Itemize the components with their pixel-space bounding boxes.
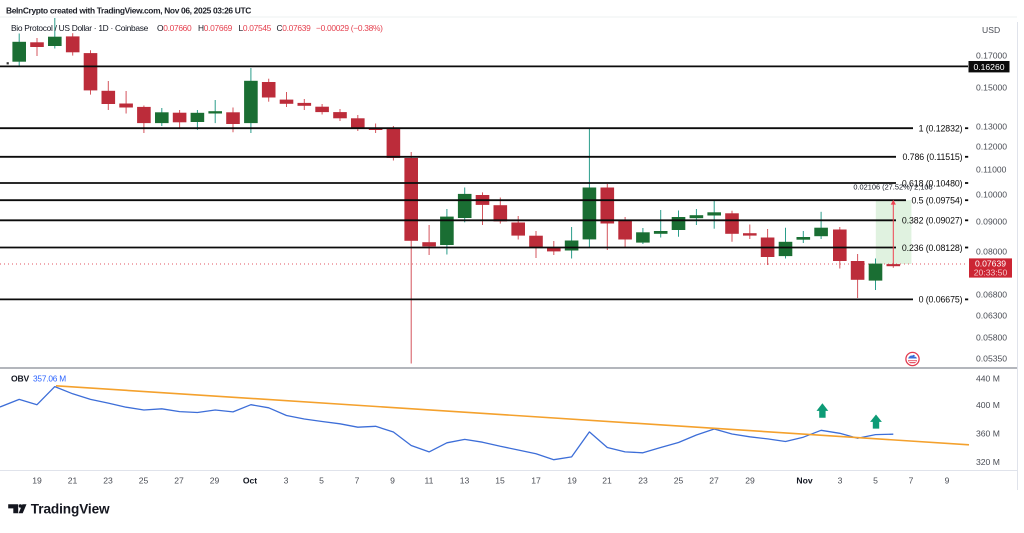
svg-text:7: 7: [909, 475, 914, 485]
svg-text:0.5 (0.09754): 0.5 (0.09754): [911, 196, 962, 206]
svg-text:3: 3: [838, 475, 843, 485]
svg-text:11: 11: [425, 475, 434, 485]
svg-text:15: 15: [495, 475, 505, 485]
svg-text:357.06 M: 357.06 M: [33, 374, 66, 384]
svg-text:0.17000: 0.17000: [976, 50, 1007, 60]
svg-text:400 M: 400 M: [976, 400, 1000, 410]
svg-text:9: 9: [390, 475, 395, 485]
svg-text:Oct: Oct: [243, 475, 257, 485]
svg-text:23: 23: [103, 475, 113, 485]
svg-text:21: 21: [68, 475, 78, 485]
svg-text:0.06300: 0.06300: [976, 310, 1007, 320]
svg-text:Bio Protocol / US Dollar · 1D: Bio Protocol / US Dollar · 1D · Coinbase…: [11, 23, 383, 33]
svg-text:27: 27: [709, 475, 719, 485]
svg-text:440 M: 440 M: [976, 373, 1000, 383]
svg-text:0.05800: 0.05800: [976, 332, 1007, 342]
svg-text:7: 7: [355, 475, 360, 485]
svg-text:19: 19: [32, 475, 42, 485]
svg-text:0.06800: 0.06800: [976, 290, 1007, 300]
svg-text:0.08000: 0.08000: [976, 246, 1007, 256]
svg-text:0.16260: 0.16260: [973, 62, 1004, 72]
svg-text:3: 3: [284, 475, 289, 485]
svg-text:1 (0.12832): 1 (0.12832): [919, 124, 963, 134]
svg-text:320 M: 320 M: [976, 457, 1000, 467]
svg-text:360 M: 360 M: [976, 428, 1000, 438]
svg-text:29: 29: [210, 475, 220, 485]
svg-text:0 (0.06675): 0 (0.06675): [919, 295, 963, 305]
svg-text:5: 5: [873, 475, 878, 485]
svg-text:0.236 (0.08128): 0.236 (0.08128): [902, 243, 963, 253]
svg-text:TradingView: TradingView: [31, 501, 110, 516]
svg-text:0.786 (0.11515): 0.786 (0.11515): [903, 152, 963, 162]
svg-text:19: 19: [567, 475, 577, 485]
svg-text:0.02106 (27.52%) 2,106: 0.02106 (27.52%) 2,106: [853, 183, 932, 192]
svg-text:5: 5: [319, 475, 324, 485]
svg-text:17: 17: [531, 475, 541, 485]
svg-text:0.07639: 0.07639: [975, 259, 1006, 269]
svg-text:0.13000: 0.13000: [976, 121, 1007, 131]
svg-text:21: 21: [602, 475, 612, 485]
svg-text:0.10000: 0.10000: [976, 189, 1007, 199]
svg-text:0.382 (0.09027): 0.382 (0.09027): [902, 216, 963, 226]
svg-text:23: 23: [638, 475, 648, 485]
svg-text:0.12000: 0.12000: [976, 141, 1007, 151]
svg-text:9: 9: [945, 475, 950, 485]
svg-text:25: 25: [139, 475, 149, 485]
svg-text:20:33:50: 20:33:50: [974, 268, 1008, 278]
svg-text:0.15000: 0.15000: [976, 82, 1007, 92]
svg-text:0.618 (0.10480): 0.618 (0.10480): [902, 178, 963, 188]
svg-text:0.11000: 0.11000: [976, 164, 1007, 174]
svg-text:27: 27: [174, 475, 184, 485]
svg-text:USD: USD: [982, 25, 1000, 35]
svg-text:0.09000: 0.09000: [976, 216, 1007, 226]
svg-text:29: 29: [745, 475, 755, 485]
svg-text:13: 13: [460, 475, 470, 485]
svg-text:25: 25: [674, 475, 684, 485]
svg-text:BeInCrypto created with Tradin: BeInCrypto created with TradingView.com,…: [6, 6, 251, 16]
svg-text:Nov: Nov: [796, 475, 812, 485]
svg-text:OBV: OBV: [11, 374, 29, 384]
svg-text:0.05350: 0.05350: [976, 353, 1007, 363]
